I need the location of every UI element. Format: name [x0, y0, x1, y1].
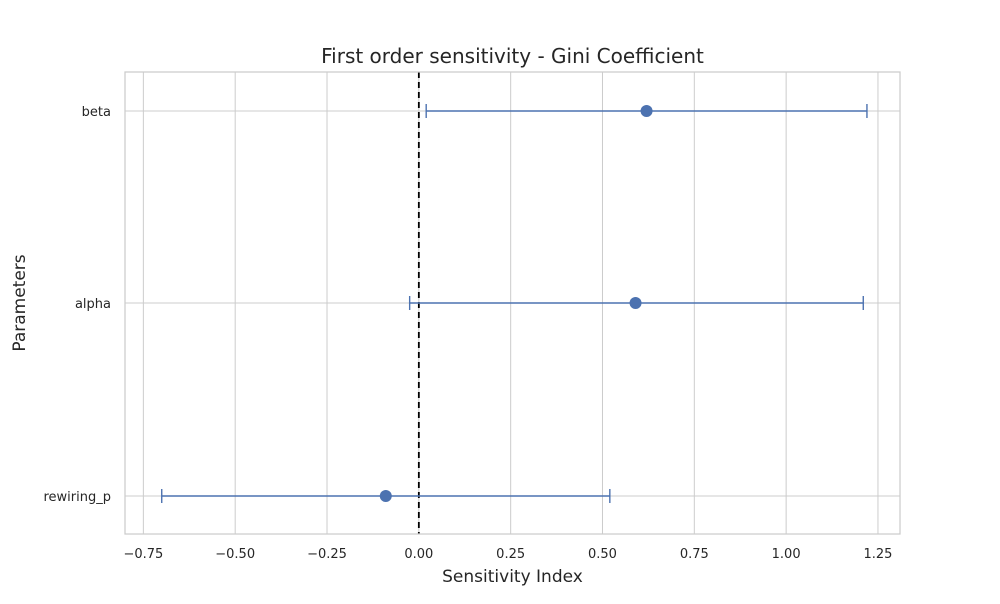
series-layer — [161, 104, 868, 503]
x-tick-label: 0.75 — [680, 547, 709, 562]
y-tick-label: rewiring_p — [43, 490, 111, 505]
x-tick-label: 0.00 — [404, 547, 433, 562]
plot-frame — [124, 71, 901, 535]
x-tick-label: −0.75 — [123, 547, 163, 562]
x-tick-label: 1.00 — [772, 547, 801, 562]
point-beta — [640, 105, 653, 117]
point-alpha — [629, 297, 642, 309]
y-tick-labels: beta alpha rewiring_p — [43, 105, 111, 505]
point-rewiring_p — [379, 490, 392, 502]
x-tick-label: −0.50 — [215, 547, 255, 562]
y-tick-label: alpha — [75, 297, 111, 312]
y-axis-label: Parameters — [10, 254, 30, 351]
y-tick-label: beta — [82, 105, 111, 120]
x-tick-label: 0.50 — [588, 547, 617, 562]
x-tick-label: 0.25 — [496, 547, 525, 562]
chart-title: First order sensitivity - Gini Coefficie… — [321, 44, 704, 68]
x-tick-label: −0.25 — [307, 547, 347, 562]
x-axis-label: Sensitivity Index — [442, 567, 583, 587]
x-tick-label: 1.25 — [863, 547, 892, 562]
x-tick-labels: −0.75 −0.50 −0.25 0.00 0.25 0.50 0.75 1.00 1.25 — [123, 547, 892, 562]
